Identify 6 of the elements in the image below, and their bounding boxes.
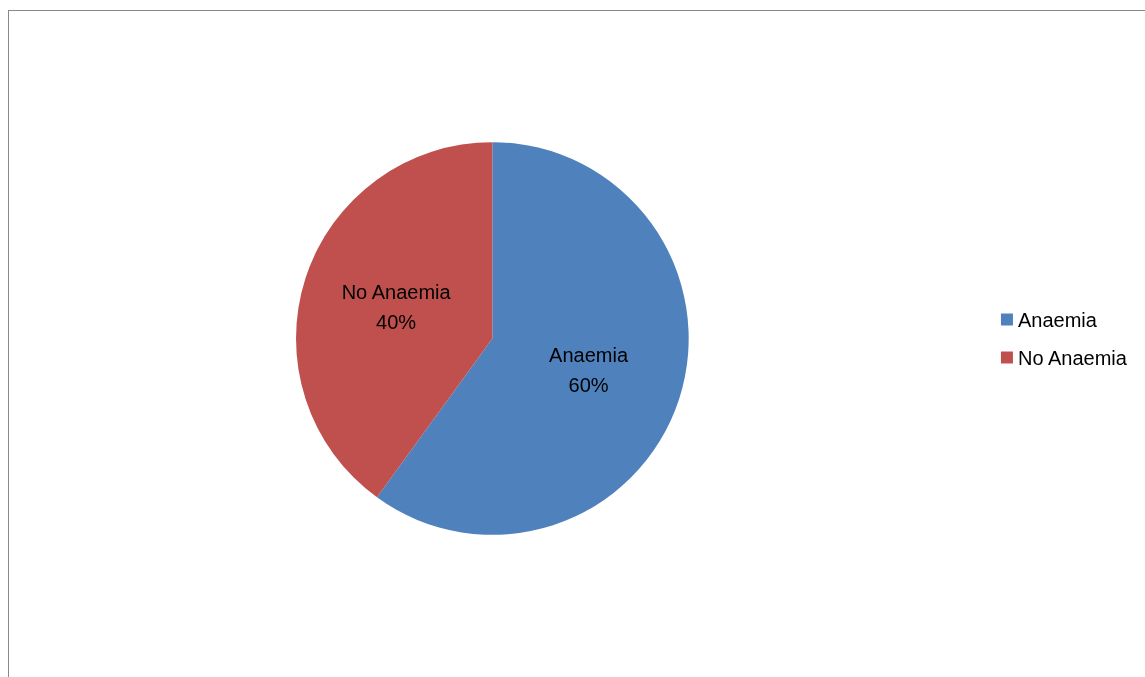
data-label: 40% — [376, 311, 417, 334]
legend-label: Anaemia — [1017, 308, 1098, 331]
slice-label: Anaemia — [549, 343, 629, 366]
data-label: 60% — [568, 373, 609, 396]
legend-label: No Anaemia — [1017, 346, 1128, 369]
slice-label: No Anaemia — [341, 281, 452, 304]
